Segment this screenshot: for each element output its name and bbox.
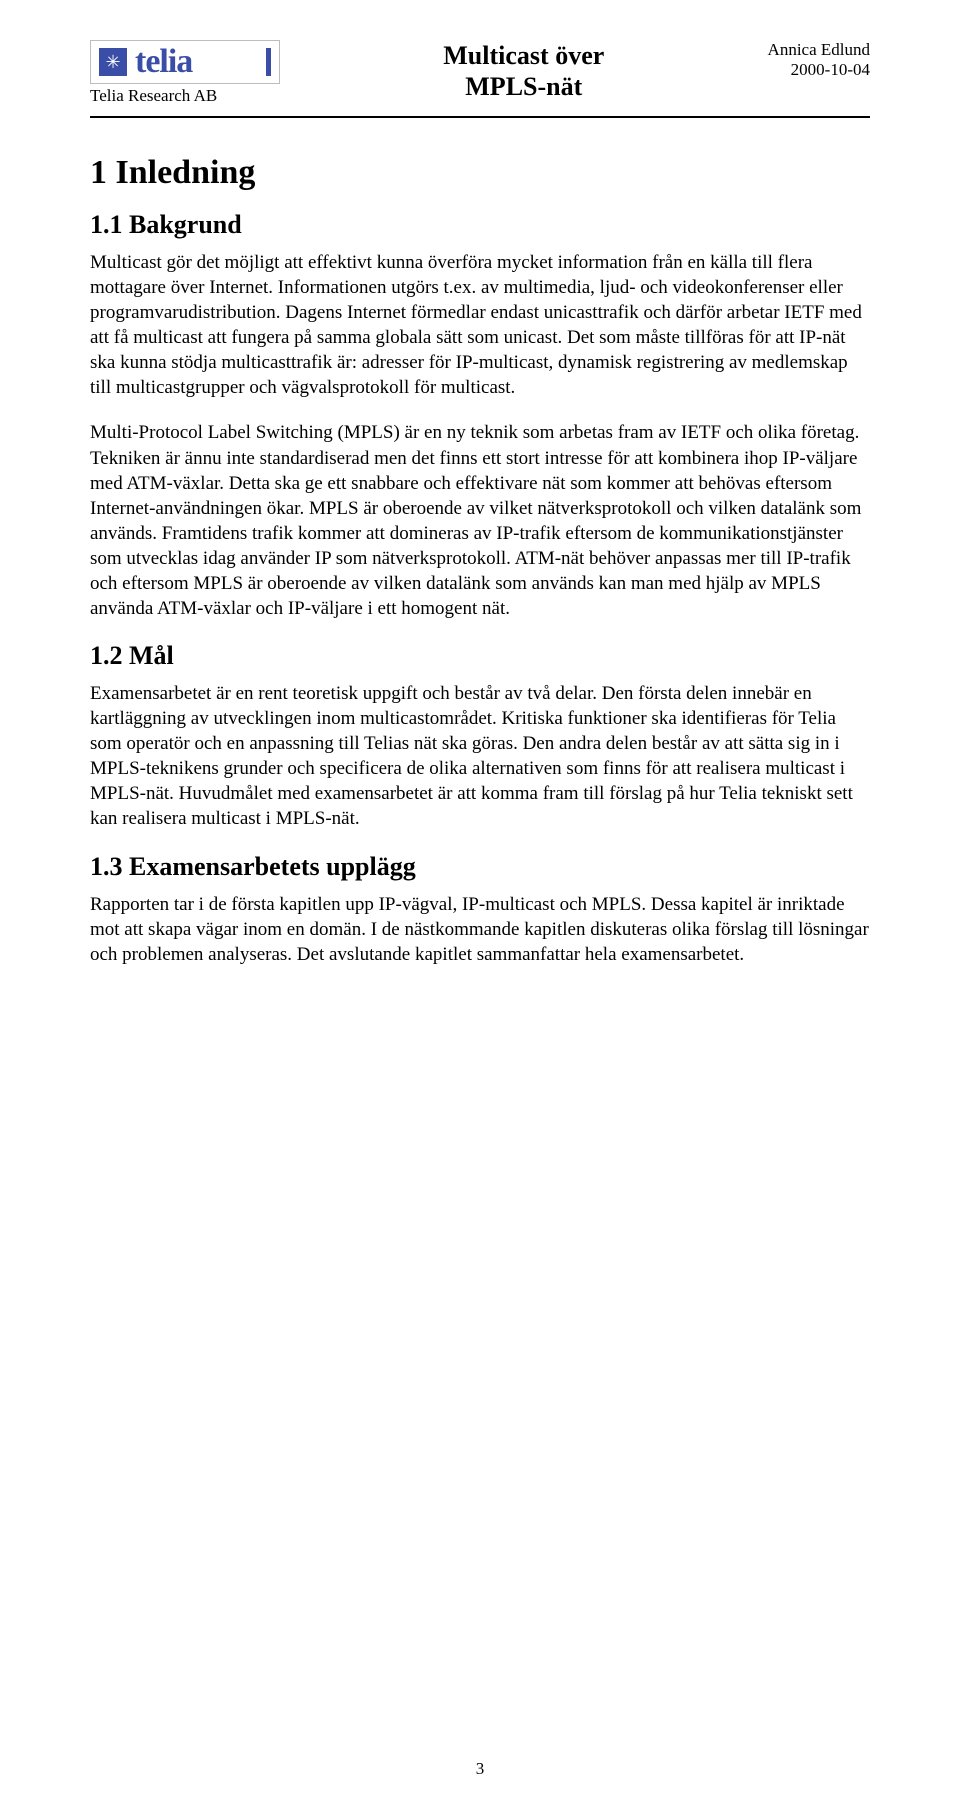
page: ✳ telia Telia Research AB Multicast över… [0,0,960,1807]
logo-brand-text: telia [135,43,266,81]
header-divider [90,116,870,118]
header-tagline: Telia Research AB [90,86,280,106]
logo-mark: ✳ [99,48,127,76]
logo-glyph-icon: ✳ [105,53,120,71]
header-right: Annica Edlund 2000-10-04 [768,40,870,80]
header-author: Annica Edlund [768,40,870,60]
para-1-3-1: Rapporten tar i de första kapitlen upp I… [90,892,870,967]
header-center: Multicast över MPLS-nät [280,40,768,102]
logo-right-bar [266,48,271,76]
telia-logo: ✳ telia [90,40,280,84]
page-number: 3 [0,1759,960,1779]
doc-title-line2: MPLS-nät [280,71,768,102]
para-1-2-1: Examensarbetet är en rent teoretisk uppg… [90,681,870,831]
para-1-1-1: Multicast gör det möjligt att effektivt … [90,250,870,400]
header-date: 2000-10-04 [768,60,870,80]
header-left: ✳ telia Telia Research AB [90,40,280,106]
para-1-1-2: Multi-Protocol Label Switching (MPLS) är… [90,420,870,621]
heading-1: 1 Inledning [90,154,870,192]
heading-1-1: 1.1 Bakgrund [90,210,870,240]
heading-1-3: 1.3 Examensarbetets upplägg [90,852,870,882]
heading-1-2: 1.2 Mål [90,641,870,671]
page-header: ✳ telia Telia Research AB Multicast över… [90,40,870,106]
doc-title-line1: Multicast över [280,40,768,71]
